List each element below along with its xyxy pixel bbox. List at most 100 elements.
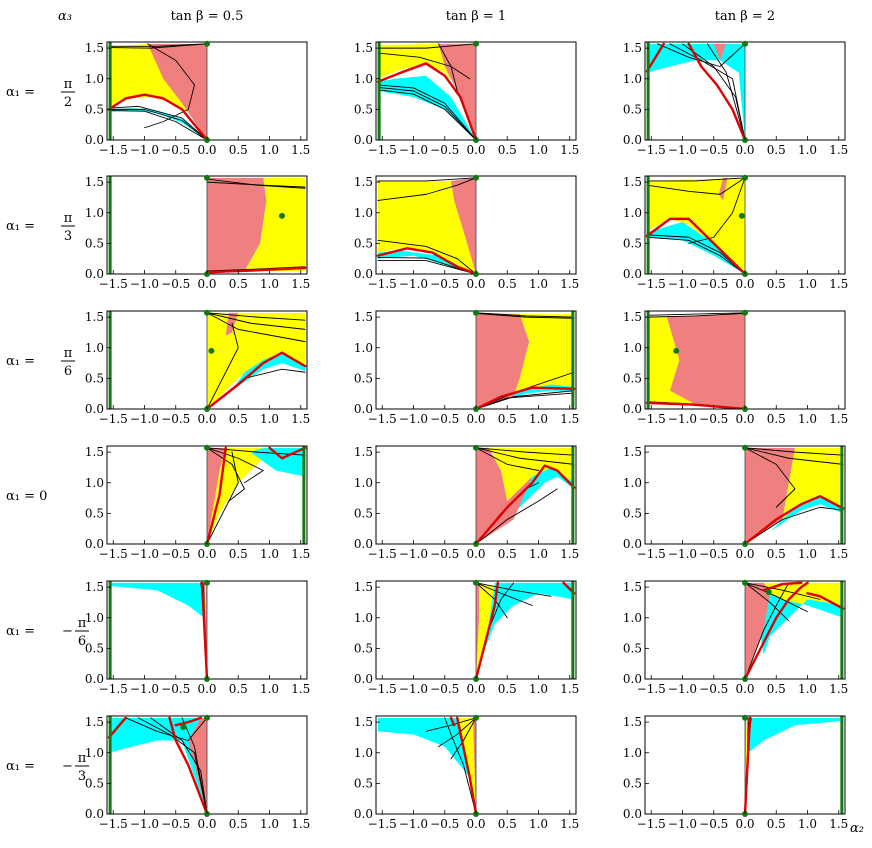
x-tick-label: −1.0 bbox=[399, 817, 428, 831]
cyan-region bbox=[377, 250, 476, 274]
cyan-region bbox=[232, 352, 306, 391]
x-tick-label: 1.5 bbox=[560, 143, 579, 157]
x-tick-label: −1.5 bbox=[99, 277, 128, 291]
x-tick-label: −1.5 bbox=[637, 143, 666, 157]
y-tick-label: 0.5 bbox=[354, 776, 373, 790]
row-label-denominator: 3 bbox=[78, 769, 86, 784]
row-label-prefix: α₁ = bbox=[6, 354, 35, 369]
black-curve bbox=[108, 43, 208, 47]
y-tick-label: 1.5 bbox=[354, 715, 373, 729]
x-tick-label: −0.5 bbox=[430, 412, 459, 426]
x-tick-label: 0.0 bbox=[735, 143, 754, 157]
x-tick-label: 1.0 bbox=[798, 412, 817, 426]
x-tick-label: −0.5 bbox=[430, 817, 459, 831]
black-curve bbox=[108, 105, 208, 140]
x-tick-label: 0.5 bbox=[498, 277, 517, 291]
x-tick-label: 0.0 bbox=[735, 682, 754, 696]
x-tick-label: 1.5 bbox=[829, 682, 848, 696]
red-curve bbox=[168, 716, 209, 814]
x-tick-label: 0.5 bbox=[229, 412, 248, 426]
yellow-region bbox=[244, 177, 306, 271]
black-curve bbox=[108, 43, 208, 49]
black-curve bbox=[377, 43, 477, 49]
y-tick-label: 1.5 bbox=[623, 175, 642, 189]
x-tick-label: −0.5 bbox=[430, 547, 459, 561]
black-curve bbox=[646, 313, 746, 318]
x-tick-label: 1.0 bbox=[260, 277, 279, 291]
x-tick-label: 1.0 bbox=[260, 547, 279, 561]
cyan-region bbox=[751, 587, 844, 655]
black-curve bbox=[475, 313, 575, 319]
row-label-denominator: 6 bbox=[78, 634, 86, 649]
red-curve bbox=[645, 217, 747, 274]
x-tick-label: 0.0 bbox=[735, 412, 754, 426]
x-axis-name: α₂ bbox=[850, 821, 864, 836]
x-tick-label: 0.5 bbox=[498, 412, 517, 426]
x-tick-label: −1.5 bbox=[368, 547, 397, 561]
x-tick-label: −1.0 bbox=[668, 412, 697, 426]
y-tick-label: 1.0 bbox=[85, 476, 104, 490]
y-tick-label: 1.5 bbox=[623, 580, 642, 594]
green-point bbox=[742, 309, 748, 316]
y-tick-label: 1.5 bbox=[85, 310, 104, 324]
y-tick-label: 0.0 bbox=[85, 672, 104, 686]
black-curve bbox=[438, 717, 477, 748]
green-point bbox=[279, 212, 285, 219]
salmon-region bbox=[476, 582, 480, 679]
x-tick-label: −1.0 bbox=[668, 143, 697, 157]
cyan-region bbox=[108, 582, 204, 618]
y-tick-label: 0.0 bbox=[85, 133, 104, 147]
x-tick-label: 0.0 bbox=[735, 277, 754, 291]
column-title: tan β = 0.5 bbox=[171, 9, 244, 24]
black-curve bbox=[377, 89, 477, 140]
yellow-region bbox=[782, 447, 844, 520]
x-tick-label: 0.0 bbox=[466, 682, 485, 696]
x-tick-label: 1.5 bbox=[829, 143, 848, 157]
panel-r0-c1: −1.5 −1.0 −0.5 0.0 0.5 1.0 1.5 0.0 0.5 1.0 1.5 bbox=[354, 40, 579, 157]
x-tick-label: −1.5 bbox=[99, 547, 128, 561]
panel-r2-c2: −1.5 −1.0 −0.5 0.0 0.5 1.0 1.5 0.0 0.5 1.0 1.5 bbox=[623, 309, 848, 426]
black-curve bbox=[206, 447, 245, 502]
x-tick-label: −1.0 bbox=[130, 143, 159, 157]
cyan-region bbox=[748, 717, 844, 753]
cyan-region bbox=[646, 221, 745, 274]
row-label-prefix: α₁ = bbox=[6, 624, 35, 639]
x-tick-label: −1.5 bbox=[99, 682, 128, 696]
green-point bbox=[473, 40, 479, 47]
row-label: α₁ = π 6 bbox=[6, 346, 75, 379]
y-tick-label: 0.0 bbox=[623, 672, 642, 686]
panel-r1-c0: −1.5 −1.0 −0.5 0.0 0.5 1.0 1.5 0.0 0.5 1.0 1.5 bbox=[85, 174, 310, 291]
y-tick-label: 0.0 bbox=[354, 402, 373, 416]
x-tick-label: −0.5 bbox=[699, 143, 728, 157]
x-tick-label: 0.5 bbox=[767, 547, 786, 561]
y-axis-name: α₃ bbox=[58, 9, 72, 24]
x-tick-label: −1.5 bbox=[637, 682, 666, 696]
y-tick-label: 1.5 bbox=[85, 715, 104, 729]
x-tick-label: −1.5 bbox=[368, 143, 397, 157]
y-tick-label: 0.5 bbox=[85, 776, 104, 790]
x-tick-label: 0.0 bbox=[197, 277, 216, 291]
x-tick-label: 1.5 bbox=[560, 817, 579, 831]
red-curve bbox=[174, 716, 202, 727]
red-curve bbox=[107, 716, 127, 739]
x-tick-label: −0.5 bbox=[699, 412, 728, 426]
y-tick-label: 0.0 bbox=[623, 537, 642, 551]
y-tick-label: 0.0 bbox=[354, 672, 373, 686]
x-tick-label: −0.5 bbox=[430, 277, 459, 291]
black-curve bbox=[450, 717, 477, 760]
x-tick-label: −1.0 bbox=[399, 277, 428, 291]
black-curve bbox=[744, 582, 821, 600]
green-point bbox=[673, 347, 680, 354]
green-point bbox=[742, 579, 748, 586]
x-tick-label: 1.5 bbox=[291, 412, 310, 426]
row-label: α₁ = π 3 bbox=[6, 211, 75, 244]
black-curve bbox=[475, 447, 575, 465]
x-tick-label: 1.0 bbox=[260, 682, 279, 696]
y-tick-label: 1.5 bbox=[354, 580, 373, 594]
black-curve bbox=[206, 181, 306, 188]
y-tick-label: 0.5 bbox=[623, 506, 642, 520]
y-tick-label: 0.5 bbox=[85, 102, 104, 116]
panel-r5-c0: −1.5 −1.0 −0.5 0.0 0.5 1.0 1.5 0.0 0.5 1.0 1.5 bbox=[85, 714, 310, 831]
red-curve bbox=[107, 93, 209, 140]
